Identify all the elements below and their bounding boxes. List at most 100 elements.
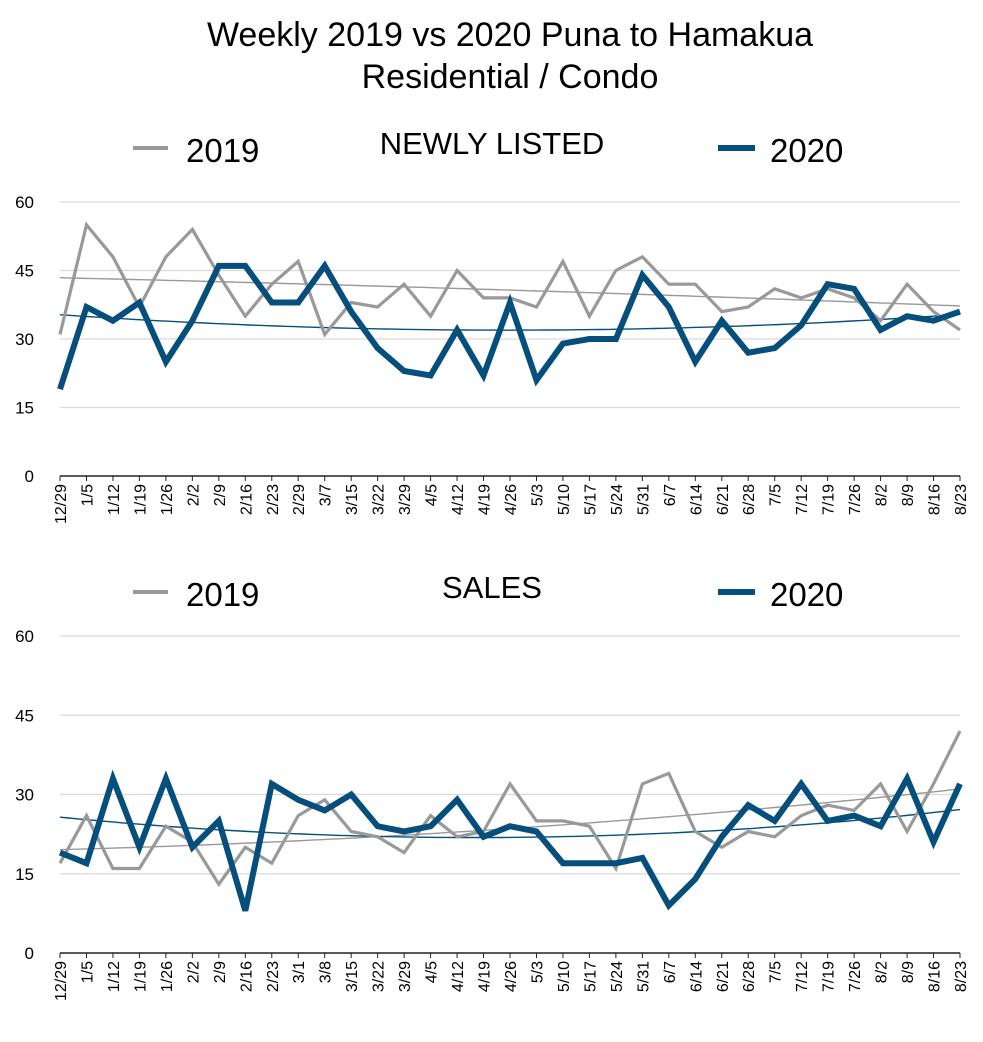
newly-listed-xtick-label: 3/22 — [371, 484, 388, 515]
sales-point-2019 — [190, 840, 194, 844]
sales-point-2019 — [164, 824, 168, 828]
sales-point-2020 — [217, 819, 221, 823]
sales-point-2020 — [402, 830, 406, 834]
sales-xtick-label: 3/29 — [397, 961, 414, 992]
sales-point-2019 — [402, 851, 406, 855]
sales-point-2019 — [826, 803, 830, 807]
newly-listed-point-2019 — [190, 227, 194, 231]
sales-xtick-label: 5/17 — [582, 961, 599, 992]
newly-listed-point-2020 — [217, 264, 221, 268]
newly-listed-point-2019 — [217, 273, 221, 277]
newly-listed-xtick-label: 2/16 — [238, 484, 255, 515]
sales-xtick-label: 7/12 — [794, 961, 811, 992]
sales-xtick-label: 3/8 — [318, 961, 335, 983]
newly-listed-point-2019 — [137, 305, 141, 309]
newly-listed-xtick-label: 8/9 — [900, 484, 917, 506]
newly-listed-point-2020 — [720, 319, 724, 323]
sales-point-2019 — [217, 882, 221, 886]
newly-listed-series-line-2020 — [57, 260, 961, 391]
sales-point-2020 — [667, 904, 671, 908]
newly-listed-point-2019 — [482, 296, 486, 300]
newly-listed-point-2020 — [746, 351, 750, 355]
sales-point-2019 — [667, 771, 671, 775]
newly-listed-point-2020 — [693, 360, 697, 364]
sales-point-2019 — [693, 830, 697, 834]
newly-listed-ytick-30: 30 — [15, 330, 34, 349]
sales-point-2019 — [243, 845, 247, 849]
newly-listed-xtick-label: 2/9 — [212, 484, 229, 506]
newly-listed-point-2019 — [879, 319, 883, 323]
sales-point-2020 — [720, 835, 724, 839]
sales-point-2019 — [111, 867, 115, 871]
sales-point-2020 — [879, 824, 883, 828]
newly-listed-point-2020 — [243, 264, 247, 268]
chart-title-line2: Residential / Condo — [362, 58, 659, 96]
newly-listed-point-2020 — [164, 360, 168, 364]
newly-listed-point-2020 — [852, 287, 856, 291]
newly-listed-title: NEWLY LISTED — [380, 126, 605, 161]
sales-point-2020 — [561, 861, 565, 865]
newly-listed-point-2020 — [773, 346, 777, 350]
sales-xtick-label: 4/26 — [503, 961, 520, 992]
newly-listed-xtick-label: 6/21 — [715, 484, 732, 515]
newly-listed-xtick-label: 7/12 — [794, 484, 811, 515]
sales-point-2019 — [58, 861, 62, 865]
newly-listed-xtick-label: 3/15 — [344, 484, 361, 515]
newly-listed-point-2020 — [905, 314, 909, 318]
newly-listed-point-2019 — [85, 223, 89, 227]
sales-xtick-label: 2/16 — [238, 961, 255, 992]
newly-listed-point-2020 — [508, 301, 512, 305]
newly-listed-xtick-label: 6/7 — [662, 484, 679, 506]
newly-listed-point-2019 — [111, 255, 115, 259]
newly-listed-point-2019 — [535, 305, 539, 309]
sales-point-2019 — [561, 819, 565, 823]
newly-listed-xtick-label: 3/7 — [318, 484, 335, 506]
newly-listed-xtick-label: 8/2 — [874, 484, 891, 506]
sales-point-2020 — [693, 877, 697, 881]
sales-xtick-label: 7/5 — [768, 961, 785, 983]
newly-listed-point-2019 — [587, 314, 591, 318]
newly-listed-point-2019 — [773, 287, 777, 291]
sales-point-2020 — [535, 830, 539, 834]
sales-ytick-15: 15 — [15, 865, 34, 884]
newly-listed-xtick-label: 5/31 — [635, 484, 652, 515]
sales-legend-label-2019: 2019 — [186, 576, 259, 613]
sales-point-2019 — [587, 824, 591, 828]
sales-point-2019 — [640, 782, 644, 786]
newly-listed-point-2020 — [296, 301, 300, 305]
sales-xtick-label: 2/2 — [185, 961, 202, 983]
sales-point-2020 — [137, 845, 141, 849]
newly-listed-xtick-label: 2/2 — [185, 484, 202, 506]
newly-listed-xtick-label: 1/26 — [159, 484, 176, 515]
newly-listed-point-2019 — [799, 296, 803, 300]
newly-listed-point-2020 — [323, 264, 327, 268]
newly-listed-point-2019 — [323, 332, 327, 336]
sales-xtick-label: 6/21 — [715, 961, 732, 992]
newly-listed-point-2020 — [614, 337, 618, 341]
newly-listed-point-2020 — [190, 319, 194, 323]
sales-point-2019 — [799, 814, 803, 818]
sales-ytick-30: 30 — [15, 786, 34, 805]
sales-xtick-label: 1/12 — [106, 961, 123, 992]
newly-listed-point-2019 — [614, 269, 618, 273]
sales-xtick-label: 7/19 — [821, 961, 838, 992]
sales-point-2020 — [164, 777, 168, 781]
newly-listed-panel: NEWLY LISTED 2019 2020 0 15 30 45 60 12/29 1/5 1/1… — [15, 126, 970, 524]
newly-listed-point-2020 — [879, 328, 883, 332]
newly-listed-xtick-label: 6/14 — [688, 484, 705, 515]
sales-xtick-label: 2/9 — [212, 961, 229, 983]
newly-listed-point-2020 — [111, 319, 115, 323]
sales-point-2020 — [932, 840, 936, 844]
sales-xtick-label: 12/29 — [53, 961, 70, 1001]
newly-listed-point-2020 — [349, 310, 353, 314]
newly-listed-legend-label-2019: 2019 — [186, 132, 259, 169]
newly-listed-xtick-label: 7/19 — [821, 484, 838, 515]
newly-listed-point-2019 — [243, 314, 247, 318]
newly-listed-point-2020 — [270, 301, 274, 305]
newly-listed-ytick-60: 60 — [15, 193, 34, 212]
newly-listed-xtick-label: 5/3 — [529, 484, 546, 506]
newly-listed-point-2019 — [58, 332, 62, 336]
newly-listed-ytick-45: 45 — [15, 262, 34, 281]
